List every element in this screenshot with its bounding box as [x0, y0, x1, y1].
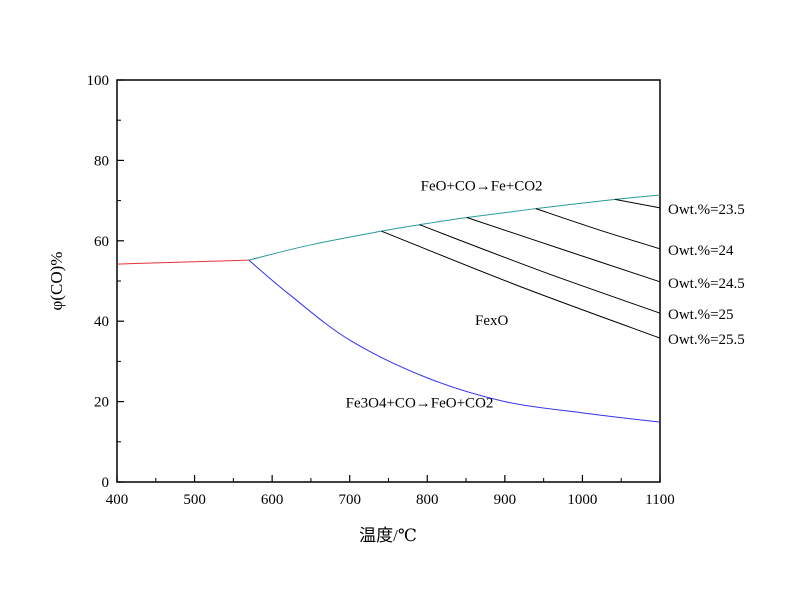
x-tick-label: 800: [416, 492, 439, 508]
x-tick-label: 1100: [645, 492, 674, 508]
plot-frame: [116, 79, 661, 483]
series-line-0: [116, 259, 249, 265]
y-tick-label: 0: [102, 475, 110, 491]
series-group: Owt.%=23.5 Owt.%=24 Owt.%=24.5 Owt.%=25 Owt.…: [116, 194, 745, 423]
y-tick-label: 60: [94, 234, 109, 250]
series-line-2: [248, 259, 661, 423]
labels-group: FeO+CO→Fe+CO2 FexO Fe3O4+CO→FeO+CO2: [346, 179, 543, 412]
y-tick-label: 40: [94, 314, 109, 330]
series-line-5: [466, 217, 661, 283]
series-label: Owt.%=24: [668, 243, 734, 259]
series-line-7: [381, 230, 661, 339]
series-label: Owt.%=25: [668, 307, 734, 323]
series-line-1: [248, 194, 661, 261]
axes: 400 500 600 700 800 900 1000 1100 0 20 40 60 80 100: [87, 73, 675, 508]
x-tick-label: 1000: [567, 492, 597, 508]
annotation-label: Fe3O4+CO→FeO+CO2: [346, 396, 494, 412]
series-line-3: [614, 198, 661, 209]
y-tick-label: 20: [94, 395, 109, 411]
x-tick-label: 600: [261, 492, 284, 508]
annotation-label: FeO+CO→Fe+CO2: [421, 179, 543, 195]
series-line-6: [419, 224, 661, 314]
y-axis-label: φ(CO)%: [47, 252, 66, 311]
x-tick-label: 400: [106, 492, 129, 508]
x-tick-label: 700: [338, 492, 361, 508]
series-label: Owt.%=24.5: [668, 276, 745, 292]
annotation-label: FexO: [475, 313, 509, 329]
series-line-4: [535, 208, 661, 250]
y-tick-label: 100: [87, 73, 110, 89]
y-tick-label: 80: [94, 153, 109, 169]
series-label: Owt.%=23.5: [668, 202, 745, 218]
x-tick-label: 900: [494, 492, 517, 508]
x-tick-label: 500: [183, 492, 206, 508]
x-axis-label: 温度/℃: [359, 526, 417, 545]
series-label: Owt.%=25.5: [668, 332, 745, 348]
